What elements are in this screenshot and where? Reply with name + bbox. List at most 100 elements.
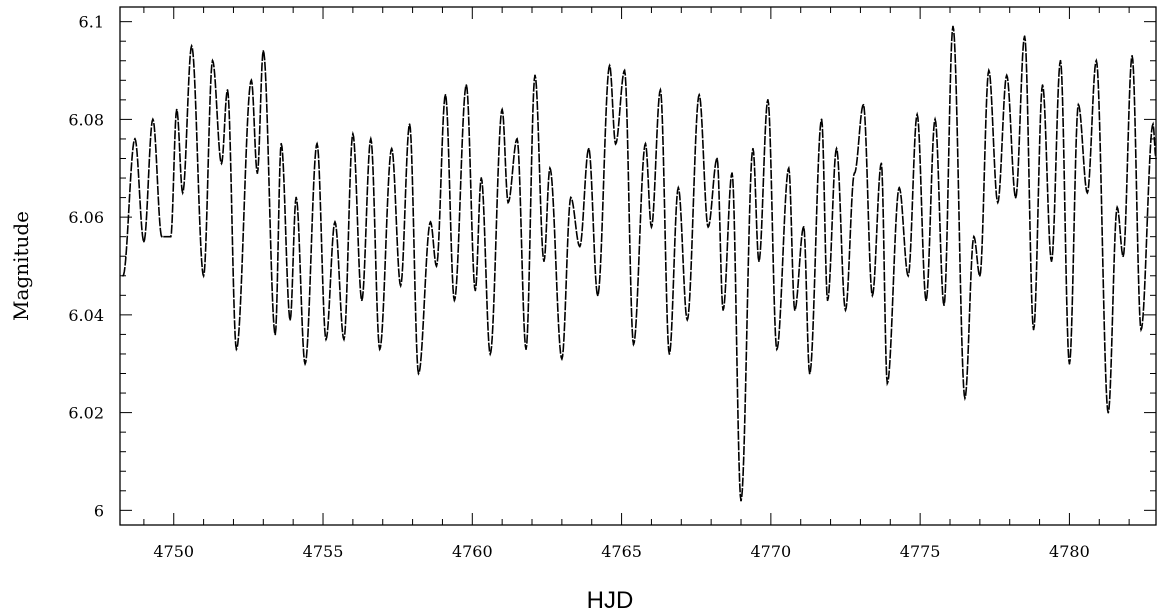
data-point (560, 357, 563, 360)
data-point (1041, 84, 1044, 87)
data-point (399, 284, 402, 287)
data-point (1032, 328, 1035, 331)
data-point (587, 147, 590, 150)
data-point (614, 142, 617, 145)
data-point (907, 274, 910, 277)
x-axis-ticks (143, 7, 1130, 525)
data-point (925, 299, 928, 302)
data-point (644, 142, 647, 145)
data-point (659, 89, 662, 91)
series-layer (122, 25, 1157, 502)
data-point (1086, 191, 1089, 194)
data-point (686, 318, 689, 321)
data-point (677, 186, 680, 189)
data-point (1122, 255, 1125, 258)
data-point (390, 147, 393, 150)
data-point (1116, 206, 1119, 209)
data-point (1014, 196, 1017, 199)
data-point (444, 94, 447, 96)
data-point (1050, 260, 1053, 263)
data-point (256, 172, 259, 175)
data-point (758, 260, 760, 263)
data-point (835, 147, 838, 150)
y-axis-title: Magnitude (9, 211, 33, 321)
data-point (549, 167, 551, 170)
data-point (787, 167, 790, 170)
data-point (632, 343, 635, 346)
data-point (793, 309, 796, 311)
data-point (1107, 411, 1110, 414)
data-point (740, 499, 742, 502)
data-point (578, 245, 581, 248)
data-point (934, 118, 936, 121)
data-point (808, 372, 811, 375)
data-point (534, 74, 536, 77)
data-point (160, 235, 163, 238)
data-point (698, 94, 701, 96)
x-tick-label: 4765 (601, 542, 642, 561)
data-point (295, 196, 298, 199)
data-point (1059, 59, 1062, 62)
data-point (360, 299, 363, 302)
x-tick-label: 4760 (452, 542, 493, 561)
data-point (304, 362, 307, 365)
data-point (898, 186, 901, 189)
data-point (122, 274, 124, 277)
data-point (480, 177, 483, 179)
data-point (1095, 59, 1098, 62)
data-point (435, 265, 438, 267)
data-point (334, 221, 336, 223)
data-point (351, 133, 354, 135)
data-point (775, 348, 778, 350)
data-point (1023, 35, 1026, 38)
data-point (964, 397, 966, 399)
data-point (972, 235, 975, 238)
data-point (886, 382, 889, 385)
data-point (943, 304, 945, 306)
data-point (289, 318, 292, 321)
y-tick-label: 6.1 (79, 13, 104, 32)
data-point (952, 25, 954, 28)
data-point (501, 108, 504, 111)
data-point (235, 348, 238, 350)
data-point (453, 299, 456, 302)
data-point (489, 353, 492, 355)
data-point (190, 45, 193, 47)
data-point (978, 274, 981, 277)
data-point (325, 338, 327, 341)
data-point (596, 294, 599, 297)
data-point (250, 79, 253, 82)
data-point (474, 289, 477, 292)
data-point (1140, 328, 1142, 331)
data-point (408, 123, 411, 126)
data-point (316, 142, 318, 145)
data-point (1131, 54, 1134, 57)
data-point (650, 226, 653, 228)
data-point (516, 138, 518, 140)
data-point (569, 196, 572, 199)
data-point (722, 309, 724, 311)
data-point (220, 162, 223, 165)
data-point (1077, 103, 1080, 106)
data-point (987, 69, 990, 72)
data-point (465, 84, 468, 87)
plot-frame (119, 6, 1157, 526)
data-point (1155, 157, 1157, 160)
y-tick-label: 6.06 (68, 208, 104, 227)
data-point (369, 138, 372, 140)
data-point (916, 113, 919, 116)
data-point (507, 201, 510, 204)
data-point (134, 138, 136, 140)
data-point (202, 274, 205, 277)
data-point (1152, 123, 1154, 126)
x-tick-label: 4750 (153, 542, 194, 561)
data-point (880, 162, 883, 165)
data-point (378, 348, 381, 350)
x-tick-label: 4755 (303, 542, 344, 561)
data-point (716, 157, 719, 160)
data-point (429, 221, 432, 223)
data-point (151, 118, 154, 121)
data-point (731, 172, 733, 175)
data-point (623, 69, 626, 72)
